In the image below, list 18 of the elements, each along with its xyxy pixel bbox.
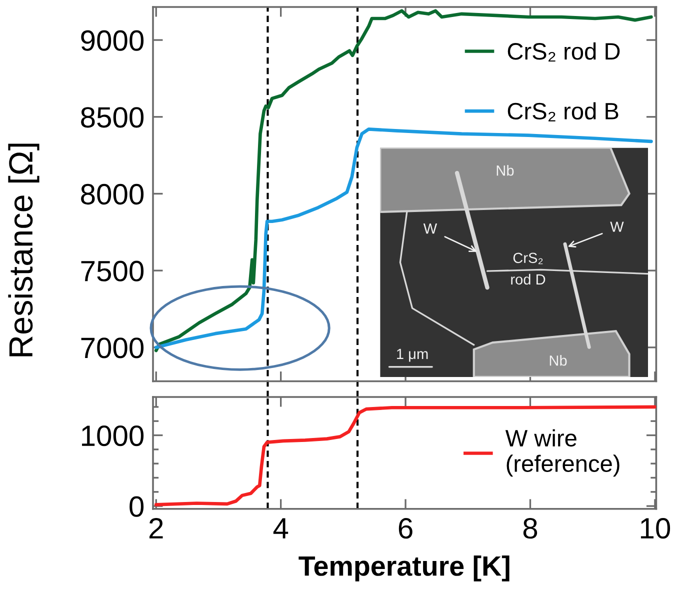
y-tick-label: 7500 — [81, 260, 144, 282]
y-tick-label: 7000 — [81, 338, 144, 358]
y-tick-label: 8500 — [81, 107, 144, 128]
x-tick-label: 4 — [273, 518, 288, 538]
y-tick-label: 8000 — [81, 184, 144, 205]
x-axis-title: Temperature [K] — [298, 556, 510, 582]
y-tick-label: 0 — [130, 496, 144, 517]
line-series — [154, 405, 656, 506]
x-tick-label: 2 — [149, 518, 163, 538]
legend-label: CrS₂ rod D — [508, 42, 620, 62]
x-tick-label: 6 — [398, 518, 412, 539]
y-axis-title: Resistance [Ω] — [8, 144, 40, 356]
legend-label: W wire (reference) — [505, 429, 620, 477]
y-tick-label: 1000 — [82, 425, 144, 446]
x-tick-label: 8 — [523, 518, 538, 539]
x-tick-label: 10 — [640, 518, 670, 539]
legend-label: CrS₂ rod B — [508, 102, 618, 122]
y-tick-label: 9000 — [81, 30, 144, 51]
